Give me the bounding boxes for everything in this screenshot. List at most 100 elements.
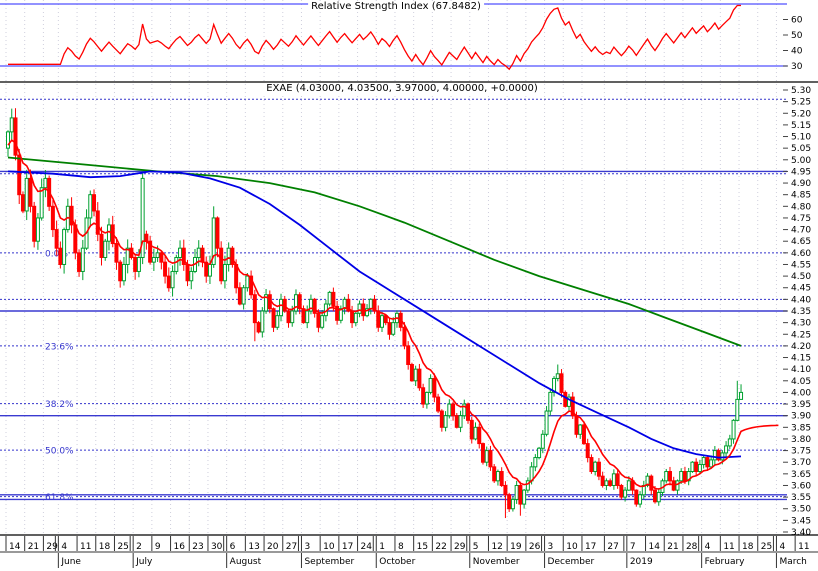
date-axis-day: 28 [686,542,698,552]
date-axis-day: 14 [649,542,661,552]
date-axis-day: 21 [667,542,678,552]
date-axis-day: 23 [192,542,203,552]
price-axis-label: 3.60 [791,481,811,491]
price-axis-label: 3.80 [791,435,811,445]
date-axis-month: July [135,557,153,567]
date-axis-day: 5 [473,542,479,552]
date-axis-day: 29 [454,542,466,552]
date-axis-day: 21 [28,542,39,552]
price-axis-label: 4.70 [791,226,811,236]
date-axis-day: 13 [248,542,259,552]
price-axis-label: 4.30 [791,319,811,329]
price-axis-label: 5.20 [791,109,811,119]
date-axis-day: 27 [607,542,618,552]
date-axis-day: 9 [155,542,161,552]
price-axis-label: 4.65 [791,237,811,247]
price-axis-label: 5.15 [791,121,811,131]
date-axis-day: 2 [136,542,142,552]
rsi-line [8,4,741,71]
price-axis-label: 5.05 [791,144,811,154]
date-axis-month: November [473,557,520,567]
price-axis-label: 4.05 [791,377,811,387]
fib-label: 50.0% [45,447,74,457]
price-axis-label: 4.80 [791,202,811,212]
date-axis-month: March [779,557,806,567]
date-axis-day: 12 [491,542,502,552]
rsi-axis-label: 60 [791,16,803,26]
price-axis-label: 4.85 [791,191,811,201]
price-axis-label: 3.40 [791,528,811,538]
rsi-axis-label: 40 [791,47,803,57]
date-axis-day: 4 [779,542,785,552]
date-axis-day: 4 [61,542,67,552]
price-axis: 5.30 5.255.20 5.15 5.105.05 5.004.95 4.90 4.85… [783,86,811,538]
date-axis-day: 27 [286,542,297,552]
fib-label: 23.6% [45,342,74,352]
date-axis-day: 26 [529,542,541,552]
price-axis-label: 3.50 [791,505,811,515]
price-axis-label: 4.15 [791,354,811,364]
price-axis-label: 5.00 [791,156,811,166]
rsi-axis-label: 30 [791,62,803,72]
price-axis-label: 4.00 [791,388,811,398]
price-axis-label: 5.30 [791,86,811,96]
date-axis-day: 11 [80,542,91,552]
date-axis-day: 19 [510,542,522,552]
dotted-study-lines [0,98,787,300]
price-axis-label: 4.55 [791,260,811,270]
fibonacci-retracement: 0.0%23.6%38.2%50.0%61.8% [0,248,787,505]
price-axis-label: 5.10 [791,133,811,143]
price-axis-label: 4.10 [791,365,811,375]
date-axis-day: 3 [304,542,310,552]
price-axis-label: 4.90 [791,179,811,189]
price-axis-label: 4.40 [791,295,811,305]
fib-label: 38.2% [45,400,74,410]
date-axis-month: September [304,557,354,567]
price-axis-label: 4.25 [791,330,811,340]
price-axis-label: 3.85 [791,423,811,433]
date-axis-day: 18 [99,542,111,552]
date-axis-day: 7 [630,542,636,552]
date-axis-day: 24 [361,542,373,552]
date-axis-day: 18 [742,542,754,552]
rsi-axis-label: 50 [791,31,803,41]
date-axis-month: August [230,557,262,567]
price-axis-label: 4.50 [791,272,811,282]
date-axis-day: 11 [798,542,809,552]
date-axis-day: 25 [117,542,128,552]
pane-borders [0,81,818,553]
ma-medium-blue [7,170,742,459]
date-axis-month: December [548,557,595,567]
date-axis-month: June [60,557,81,567]
date-axis-day: 1 [379,542,385,552]
date-axis-day: 15 [417,542,428,552]
price-axis-label: 3.95 [791,400,811,410]
date-axis-day: 22 [435,542,446,552]
date-axis-day: 20 [267,542,279,552]
rsi-indicator-title: Relative Strength Index (67.8482) [308,1,484,12]
price-axis-label: 3.65 [791,470,811,480]
date-axis-day: 17 [585,542,596,552]
date-axis-day: 25 [761,542,772,552]
price-axis-label: 4.75 [791,214,811,224]
price-axis-label: 4.35 [791,307,811,317]
price-axis-label: 3.70 [791,458,811,468]
ma-short-red [7,139,779,490]
date-axis-day: 17 [342,542,353,552]
price-axis-label: 3.55 [791,493,811,503]
date-axis-day: 8 [398,542,404,552]
date-axis-day: 29 [46,542,58,552]
price-axis-label: 5.25 [791,98,811,108]
date-axis-day: 3 [548,542,554,552]
price-axis-label: 3.75 [791,447,811,457]
price-axis-label: 4.20 [791,342,811,352]
date-axis-month: 2019 [630,557,653,567]
date-axis-day: 11 [723,542,734,552]
quote-title: EXAE (4.03000, 4.03500, 3.97000, 4.00000… [263,83,541,94]
rsi-axis: 60 50 40 30 [783,16,803,72]
price-axis-label: 3.90 [791,412,811,422]
date-axis-day: 6 [230,542,236,552]
